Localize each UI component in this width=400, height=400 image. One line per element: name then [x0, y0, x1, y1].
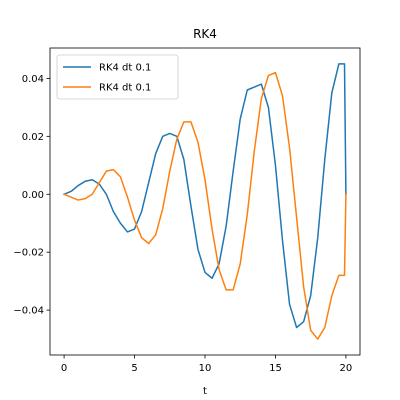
- x-tick-label: 20: [340, 363, 353, 374]
- x-tick-label: 0: [61, 363, 67, 374]
- x-tick-label: 15: [269, 363, 282, 374]
- x-tick-label: 10: [199, 363, 212, 374]
- y-tick-label: 0.04: [22, 74, 44, 85]
- y-tick-label: 0.00: [22, 190, 44, 201]
- legend-label-1: RK4 dt 0.1: [99, 63, 151, 74]
- y-tick-label: 0.02: [22, 132, 44, 143]
- chart-title: RK4: [193, 27, 217, 41]
- x-tick-label: 5: [131, 363, 137, 374]
- legend: RK4 dt 0.1 RK4 dt 0.1: [57, 55, 178, 99]
- y-tick-label: −0.02: [13, 248, 44, 259]
- legend-label-2: RK4 dt 0.1: [99, 83, 151, 94]
- x-axis-label: t: [203, 386, 207, 397]
- y-tick-label: −0.04: [13, 306, 44, 317]
